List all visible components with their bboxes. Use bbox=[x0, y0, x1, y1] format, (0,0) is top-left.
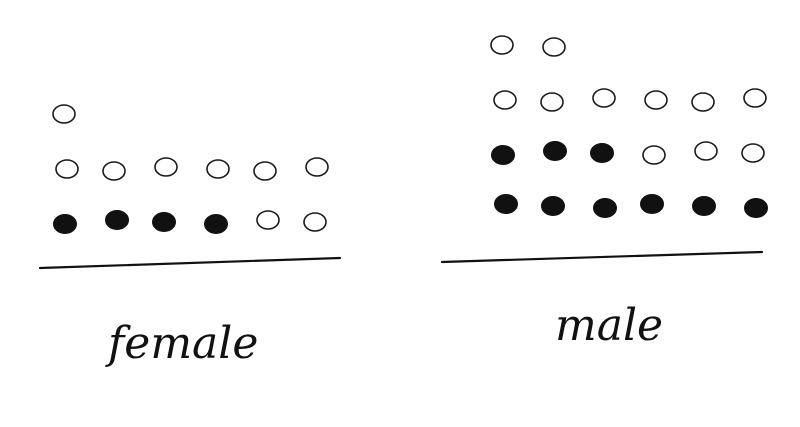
male-open-dot bbox=[743, 88, 767, 108]
male-label: male bbox=[555, 300, 664, 351]
female-filled-dot bbox=[53, 214, 77, 234]
female-filled-dot bbox=[105, 210, 129, 230]
male-filled-dot bbox=[692, 196, 716, 216]
male-filled-dot bbox=[494, 194, 518, 214]
female-open-dot bbox=[253, 161, 277, 181]
female-open-dot bbox=[154, 157, 178, 177]
female-label: female bbox=[108, 318, 259, 369]
male-baseline bbox=[440, 250, 764, 264]
male-open-dot bbox=[741, 143, 765, 163]
female-open-dot bbox=[303, 212, 327, 232]
male-open-dot bbox=[642, 145, 666, 165]
male-open-dot bbox=[691, 92, 715, 112]
male-filled-dot bbox=[593, 198, 617, 218]
male-open-dot bbox=[644, 90, 668, 110]
male-filled-dot bbox=[744, 198, 768, 218]
female-open-dot bbox=[305, 157, 329, 177]
female-group bbox=[38, 104, 342, 270]
female-open-dot bbox=[256, 210, 280, 230]
male-filled-dot bbox=[543, 141, 567, 161]
male-open-dot bbox=[540, 92, 564, 112]
female-open-dot bbox=[55, 159, 79, 179]
male-group bbox=[440, 35, 768, 264]
male-open-dot bbox=[493, 90, 517, 110]
female-open-dot bbox=[102, 161, 126, 181]
male-filled-dot bbox=[590, 143, 614, 163]
male-filled-dot bbox=[541, 196, 565, 216]
female-open-dot bbox=[52, 104, 76, 124]
male-open-dot bbox=[490, 35, 514, 55]
male-filled-dot bbox=[491, 145, 515, 165]
male-filled-dot bbox=[640, 194, 664, 214]
male-open-dot bbox=[592, 88, 616, 108]
female-filled-dot bbox=[204, 214, 228, 234]
male-open-dot bbox=[542, 37, 566, 57]
female-open-dot bbox=[206, 159, 230, 179]
female-baseline bbox=[38, 256, 342, 270]
male-open-dot bbox=[694, 141, 718, 161]
female-filled-dot bbox=[152, 212, 176, 232]
